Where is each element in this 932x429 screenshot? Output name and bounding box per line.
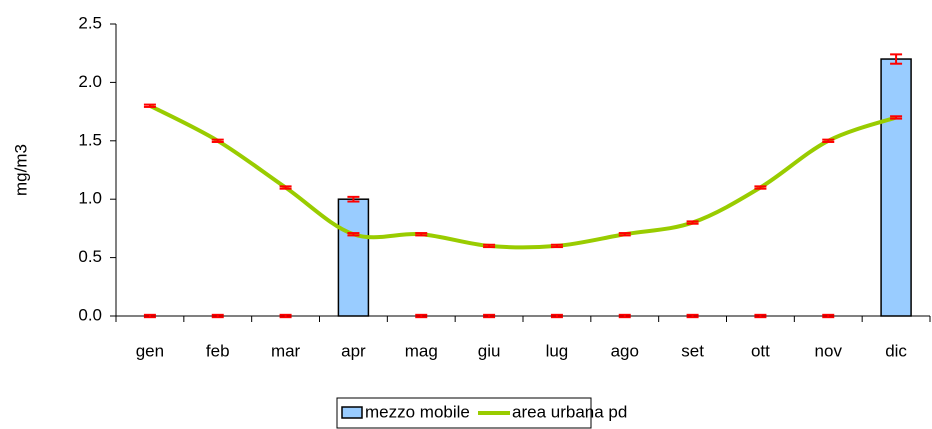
- error-bar: [483, 243, 496, 249]
- bar: [337, 198, 370, 317]
- error-bar: [822, 313, 835, 319]
- error-bar: [550, 243, 563, 249]
- error-bar: [143, 313, 156, 319]
- error-bar: [415, 232, 428, 237]
- x-tick-label: ott: [751, 341, 770, 360]
- y-tick-label: 1.5: [78, 130, 102, 149]
- legend-box: [336, 397, 592, 429]
- y-tick-label: 2.0: [78, 72, 102, 91]
- error-bar: [483, 313, 496, 319]
- error-bar: [211, 138, 224, 143]
- y-tick-label: 2.5: [78, 13, 102, 32]
- error-bar: [890, 53, 903, 65]
- error-bar: [279, 185, 292, 190]
- x-tick-label: lug: [546, 341, 569, 360]
- y-tick-label: 0.5: [78, 247, 102, 266]
- error-bar: [415, 313, 428, 319]
- x-tick-label: feb: [206, 341, 230, 360]
- x-tick-label: gen: [136, 341, 164, 360]
- error-bar: [279, 313, 292, 319]
- x-tick-label: nov: [815, 341, 843, 360]
- legend-swatch: [341, 406, 363, 419]
- y-tick-label: 0.0: [78, 305, 102, 324]
- error-bar: [754, 313, 767, 319]
- error-bar: [347, 195, 360, 203]
- error-bar: [618, 232, 631, 237]
- y-tick-label: 1.0: [78, 189, 102, 208]
- legend-label: area urbana pd: [512, 402, 627, 421]
- bar: [880, 58, 912, 317]
- y-axis-label: mg/m3: [11, 144, 30, 196]
- error-bar: [686, 313, 699, 319]
- error-bar: [890, 115, 903, 120]
- x-tick-label: mar: [271, 341, 301, 360]
- error-bar: [550, 313, 563, 319]
- error-bar: [686, 220, 699, 225]
- x-tick-label: dic: [885, 341, 907, 360]
- error-bar: [143, 103, 156, 108]
- x-tick-label: giu: [478, 341, 501, 360]
- x-tick-label: ago: [611, 341, 639, 360]
- x-tick-label: apr: [341, 341, 366, 360]
- x-tick-label: set: [681, 341, 704, 360]
- error-bar: [822, 138, 835, 143]
- line: [148, 103, 897, 250]
- error-bar: [211, 313, 224, 319]
- x-tick-label: mag: [405, 341, 438, 360]
- error-bar: [754, 185, 767, 190]
- error-bar: [347, 232, 360, 237]
- legend-label: mezzo mobile: [365, 402, 470, 421]
- error-bar: [618, 313, 631, 319]
